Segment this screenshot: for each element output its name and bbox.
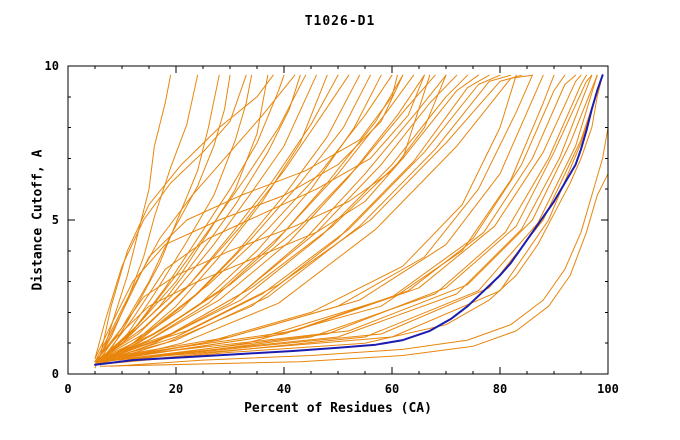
model-curve [99,74,479,360]
model-curve [99,74,425,363]
x-tick-label: 20 [168,382,184,396]
model-curve [94,74,431,363]
model-curve [94,74,598,366]
y-tick-label: 5 [51,213,59,227]
model-curve [94,74,533,366]
model-curve [94,74,199,366]
model-curve [94,74,577,363]
model-curve [99,74,609,367]
model-curve [99,74,253,363]
model-curve [94,74,317,363]
model-curve [94,74,587,366]
x-tick-label: 100 [597,382,619,396]
model-curve [94,74,469,363]
best-model-curve [94,74,604,366]
model-curve [94,74,555,366]
model-curve [94,74,296,363]
model-curve [99,74,307,360]
model-curve [99,74,501,363]
model-curve [110,74,609,367]
y-tick-label: 10 [44,59,59,73]
y-tick-label: 0 [51,367,59,381]
x-tick-label: 0 [64,382,72,396]
model-curve [99,74,371,363]
model-curve [99,74,398,356]
model-curve [94,74,490,366]
model-curve [99,74,350,360]
model-curve [94,74,404,360]
model-curve [94,74,425,363]
model-curve [94,74,604,363]
model-curve [94,74,447,366]
y-axis-label: Distance Cutoff, A [30,149,46,291]
model-curve [99,74,436,360]
model-curve [99,74,328,366]
model-curve [99,74,274,356]
x-tick-label: 80 [492,382,508,396]
model-curve [94,74,247,360]
model-curve [94,74,301,366]
x-axis-label: Percent of Residues (CA) [244,401,432,416]
model-curve [94,74,339,363]
model-curve [94,74,533,363]
model-curve [99,74,566,363]
model-curve [94,74,604,366]
model-curve [94,74,231,363]
model-curve [99,74,393,360]
model-curve [99,74,415,363]
model-curve [99,74,598,360]
model-curve [94,74,512,363]
model-curve [99,74,593,363]
model-curve [99,74,582,360]
model-curve [99,74,447,360]
model-curve [94,74,593,363]
chart-title: T1026-D1 [304,14,376,29]
model-curve [94,74,382,363]
model-curve [99,74,523,360]
x-tick-label: 40 [276,382,292,396]
model-curve [99,74,544,360]
x-tick-label: 60 [384,382,400,396]
